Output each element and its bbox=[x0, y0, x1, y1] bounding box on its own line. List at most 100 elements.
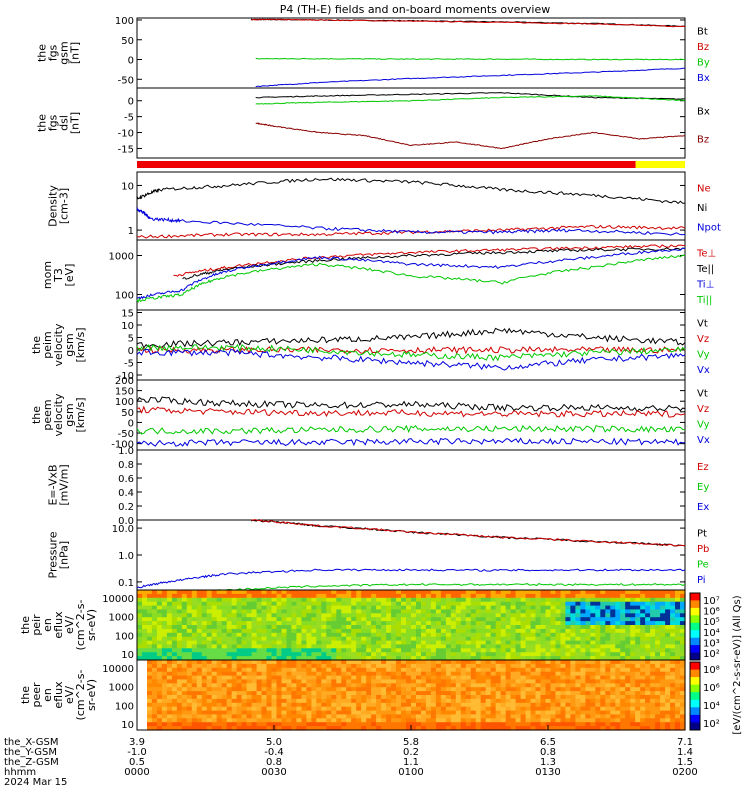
heatmap-cell bbox=[226, 675, 233, 681]
heatmap-cell bbox=[485, 628, 492, 634]
heatmap-cell bbox=[565, 667, 571, 673]
heatmap-cell bbox=[241, 675, 248, 681]
heatmap-cell bbox=[206, 605, 213, 611]
heatmap-cell bbox=[440, 691, 447, 696]
heatmap-cell bbox=[166, 718, 173, 723]
heatmap-cell bbox=[286, 648, 293, 653]
heatmap-cell bbox=[625, 679, 631, 684]
heatmap-cell bbox=[366, 722, 372, 727]
heatmap-cell bbox=[256, 644, 263, 649]
heatmap-cell bbox=[156, 656, 163, 661]
heatmap-cell bbox=[635, 702, 641, 708]
heatmap-cell bbox=[430, 702, 437, 708]
heatmap-cell bbox=[361, 691, 367, 696]
series-Ne-line bbox=[136, 224, 686, 239]
heatmap-cell bbox=[246, 617, 253, 622]
heatmap-cell bbox=[401, 613, 407, 618]
heatmap-cell bbox=[620, 590, 626, 595]
heatmap-cell bbox=[425, 590, 432, 595]
heatmap-cell bbox=[336, 605, 342, 611]
heatmap-cell bbox=[445, 656, 452, 661]
heatmap-cell bbox=[560, 702, 567, 708]
y-axis-label-line: en bbox=[41, 688, 54, 702]
heatmap-cell bbox=[640, 613, 646, 618]
heatmap-cell bbox=[331, 652, 337, 657]
heatmap-cell bbox=[645, 706, 651, 712]
colorbar-frame bbox=[689, 592, 701, 661]
heatmap-cell bbox=[211, 625, 218, 630]
heatmap-cell bbox=[605, 706, 611, 712]
heatmap-cell bbox=[341, 675, 347, 681]
heatmap-cell bbox=[311, 695, 317, 700]
heatmap-cell bbox=[580, 667, 586, 673]
heatmap-cell bbox=[156, 687, 163, 692]
heatmap-cell bbox=[171, 609, 178, 614]
heatmap-cell bbox=[151, 695, 158, 700]
heatmap-cell bbox=[505, 625, 512, 630]
heatmap-cell bbox=[316, 648, 322, 653]
heatmap-cell bbox=[321, 632, 327, 638]
heatmap-cell bbox=[540, 609, 547, 614]
heatmap-cell bbox=[391, 613, 397, 618]
heatmap-cell bbox=[455, 628, 462, 634]
heatmap-cell bbox=[615, 625, 621, 630]
heatmap-cell bbox=[171, 605, 178, 611]
heatmap-cell bbox=[495, 590, 502, 595]
heatmap-cell bbox=[440, 644, 447, 649]
heatmap-cell bbox=[346, 613, 352, 618]
heatmap-cell bbox=[535, 691, 542, 696]
heatmap-cell bbox=[595, 590, 601, 595]
heatmap-cell bbox=[520, 597, 527, 603]
heatmap-cell bbox=[655, 593, 661, 599]
heatmap-cell bbox=[660, 601, 666, 607]
y-axis-label-line: dsl bbox=[58, 115, 71, 131]
heatmap-cell bbox=[455, 597, 462, 603]
heatmap-cell bbox=[655, 663, 661, 669]
heatmap-cell bbox=[630, 625, 636, 630]
heatmap-cell bbox=[311, 605, 317, 611]
y-tick-label: 10 bbox=[121, 650, 134, 661]
heatmap-cell bbox=[495, 698, 502, 704]
heatmap-cell bbox=[490, 648, 497, 653]
heatmap-cell bbox=[490, 710, 497, 716]
y-tick-label: 0 bbox=[128, 346, 134, 357]
heatmap-cell bbox=[545, 625, 552, 630]
heatmap-cell bbox=[650, 722, 656, 727]
heatmap-cell bbox=[610, 683, 616, 688]
heatmap-cell bbox=[296, 617, 302, 622]
heatmap-cell bbox=[580, 590, 586, 595]
heatmap-cell bbox=[630, 698, 636, 704]
heatmap-cell bbox=[580, 609, 586, 614]
heatmap-cell bbox=[281, 695, 288, 700]
heatmap-cell bbox=[231, 625, 238, 630]
heatmap-cell bbox=[416, 628, 422, 634]
heatmap-cell bbox=[625, 718, 631, 723]
heatmap-cell bbox=[470, 605, 477, 611]
heatmap-cell bbox=[386, 679, 392, 684]
heatmap-cell bbox=[271, 683, 278, 688]
heatmap-cell bbox=[645, 667, 651, 673]
series-Vy-line bbox=[136, 424, 686, 435]
heatmap-cell bbox=[166, 632, 173, 638]
heatmap-cell bbox=[610, 628, 616, 634]
heatmap-cell bbox=[500, 726, 507, 731]
heatmap-cell bbox=[321, 675, 327, 681]
heatmap-cell bbox=[231, 675, 238, 681]
heatmap-cell bbox=[620, 702, 626, 708]
heatmap-cell bbox=[565, 605, 571, 611]
heatmap-cell bbox=[465, 671, 472, 677]
heatmap-cell bbox=[545, 714, 552, 719]
heatmap-cell bbox=[530, 593, 537, 599]
heatmap-cell bbox=[191, 648, 198, 653]
heatmap-cell bbox=[171, 695, 178, 700]
heatmap-cell bbox=[311, 590, 317, 595]
heatmap-cell bbox=[540, 706, 547, 712]
heatmap-cell bbox=[356, 632, 362, 638]
heatmap-cell bbox=[301, 590, 307, 595]
heatmap-cell bbox=[166, 691, 173, 696]
heatmap-cell bbox=[346, 679, 352, 684]
heatmap-cell bbox=[505, 593, 512, 599]
heatmap-cell bbox=[321, 636, 327, 642]
heatmap-cell bbox=[201, 706, 208, 712]
